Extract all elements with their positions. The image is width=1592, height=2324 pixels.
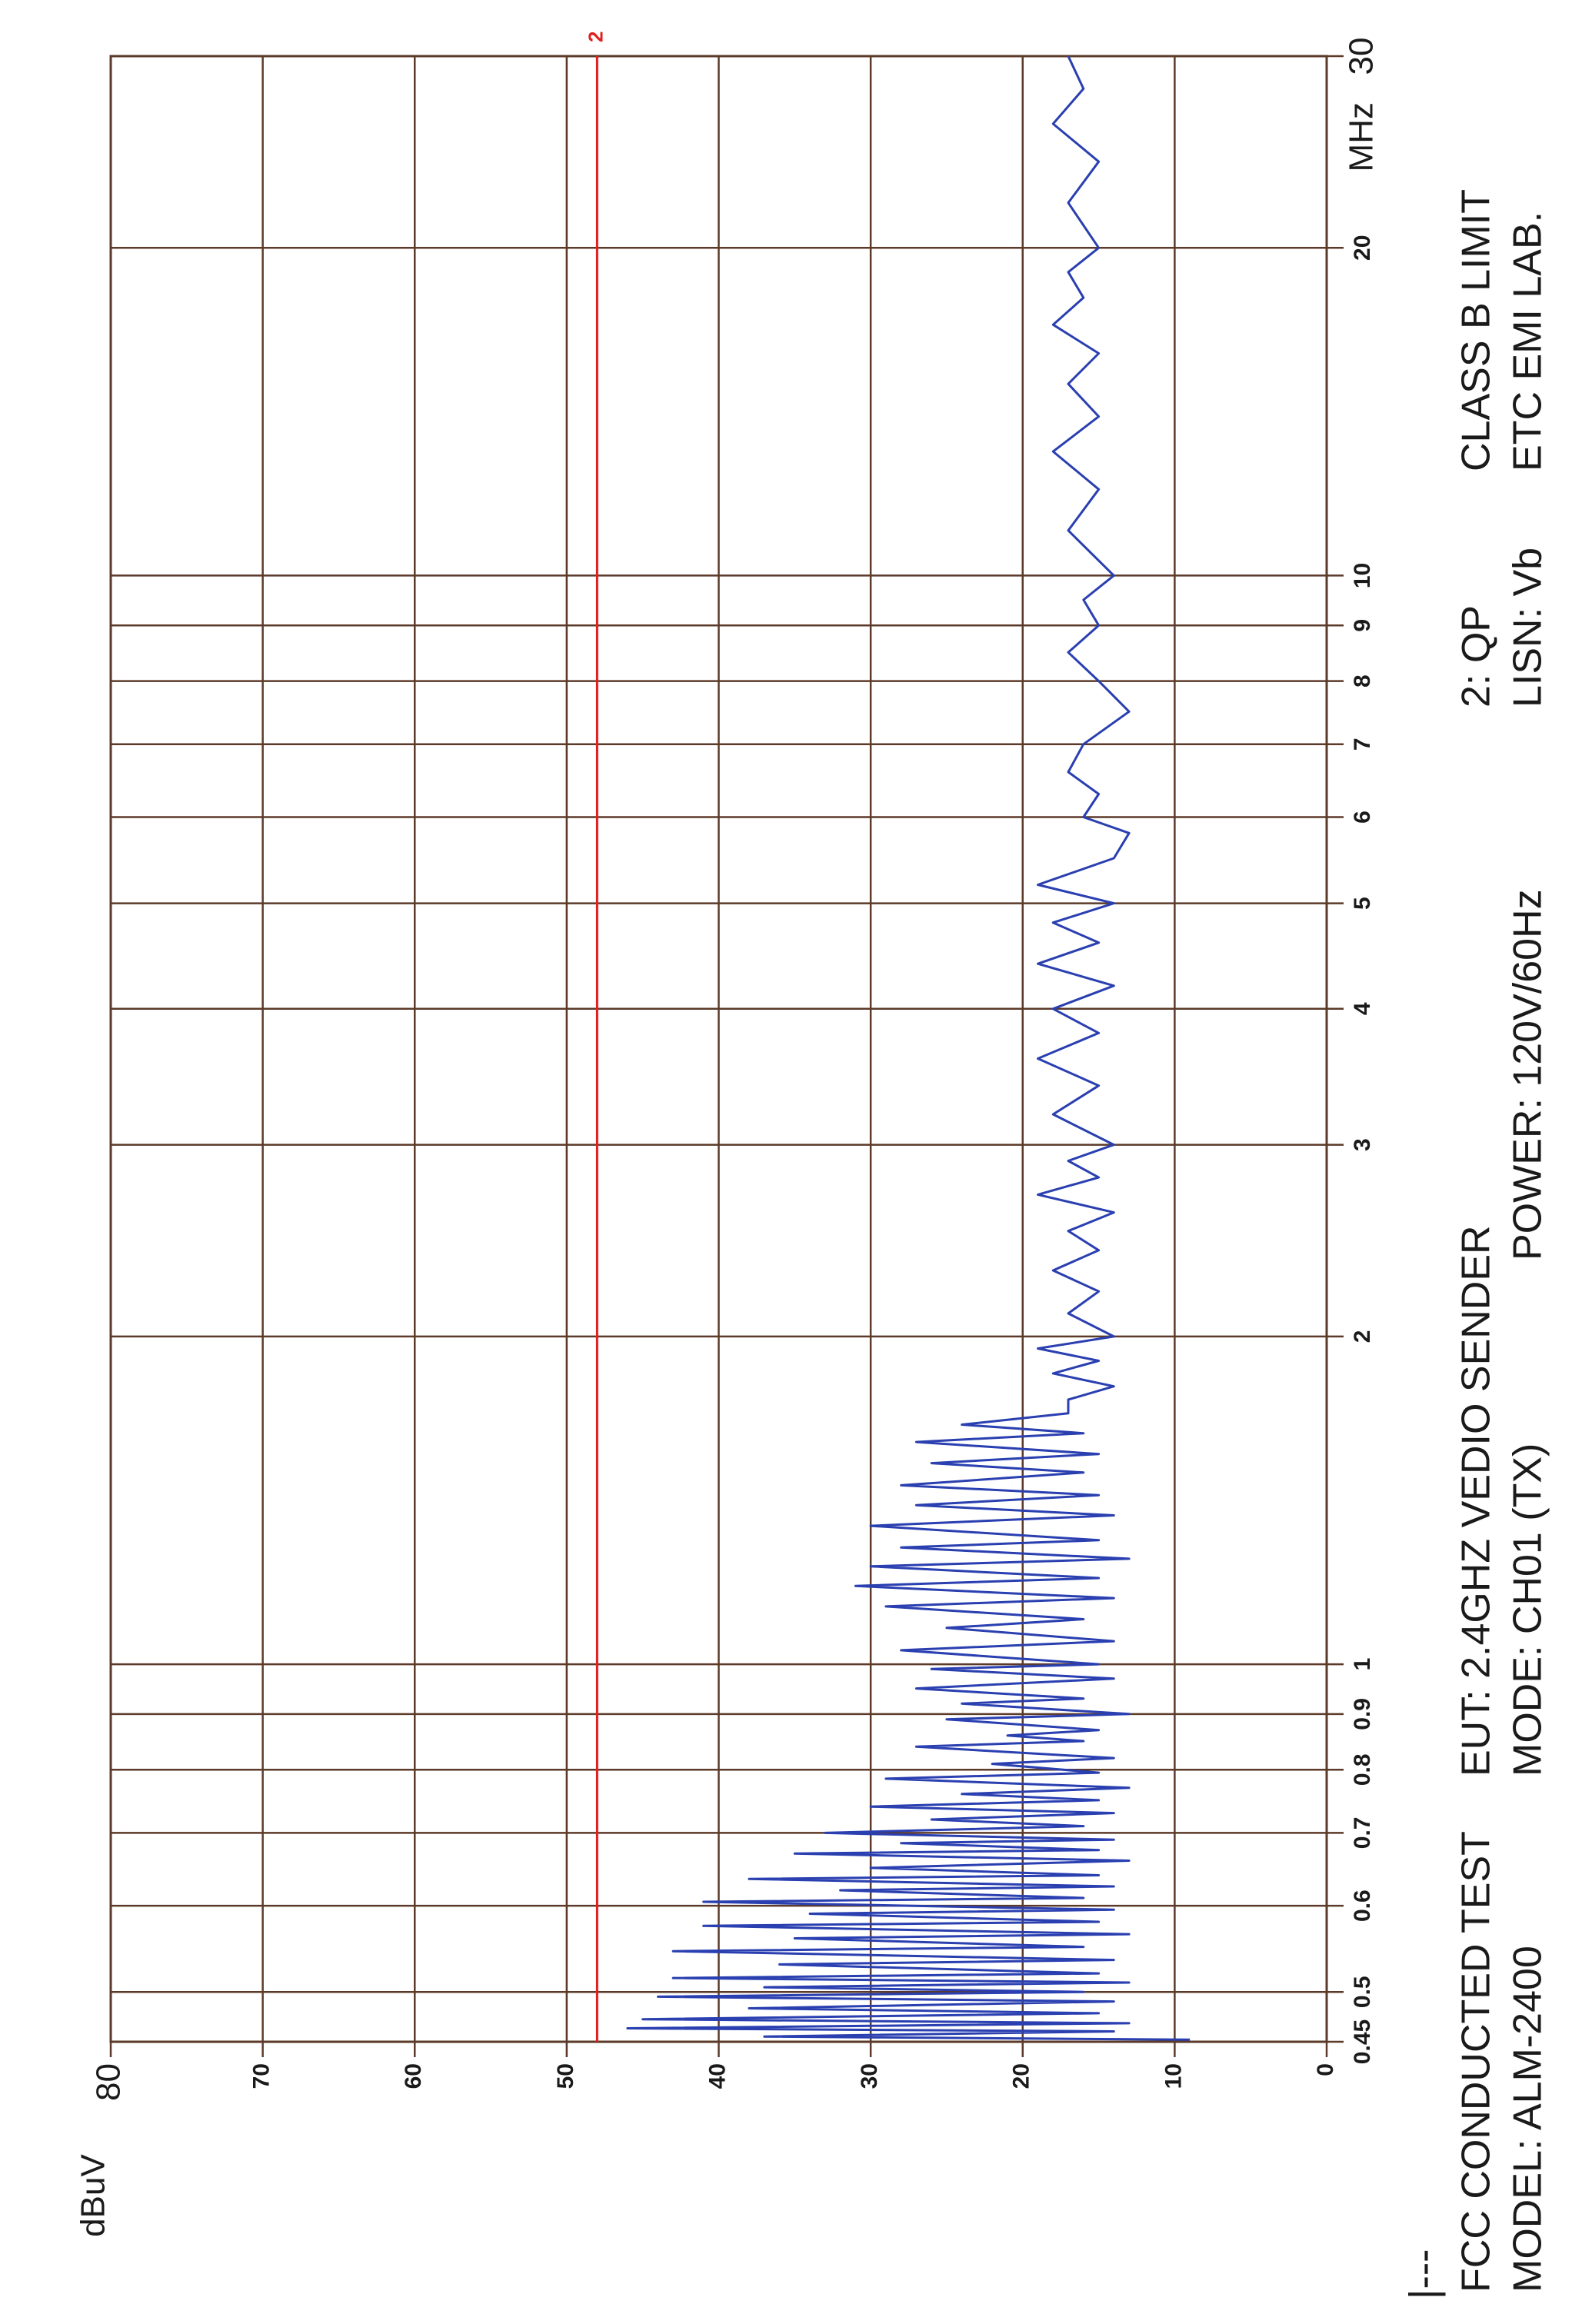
y-tick-label: 30 — [857, 2063, 882, 2089]
x-tick-label: 30 — [1343, 38, 1381, 75]
info-text: ETC EMI LAB. — [1506, 211, 1550, 471]
x-tick-label: 8 — [1350, 674, 1375, 688]
y-axis-label: dBuV — [75, 2154, 112, 2237]
info-text: MODE: CH01 (TX) — [1506, 1443, 1550, 1776]
info-text: CLASS B LIMIT — [1454, 189, 1499, 471]
info-text: POWER: 120V/60Hz — [1506, 889, 1550, 1260]
x-tick-label: 1 — [1350, 1658, 1375, 1671]
y-tick-label: 70 — [249, 2063, 275, 2089]
y-tick-label: 80 — [90, 2063, 128, 2101]
x-tick-label: 20 — [1350, 235, 1375, 261]
y-tick-label: 20 — [1009, 2063, 1034, 2089]
x-axis-label: MHz — [1343, 102, 1381, 171]
x-tick-label: 0.7 — [1350, 1816, 1375, 1849]
y-tick-label: 40 — [704, 2063, 730, 2089]
x-tick-label: 0.45 — [1350, 2019, 1375, 2064]
plot-border — [109, 55, 1328, 2043]
limit-label: 2 — [584, 32, 607, 42]
x-tick-label: 0.5 — [1350, 1976, 1375, 2008]
x-tick-label: 5 — [1350, 897, 1375, 910]
x-tick-label: 10 — [1350, 563, 1375, 588]
y-tick-label: 60 — [401, 2063, 426, 2089]
trace-line — [626, 55, 1191, 2041]
info-text: 2: QP — [1454, 605, 1499, 708]
x-tick-label: 7 — [1350, 737, 1375, 751]
x-tick-label: 0.8 — [1350, 1753, 1375, 1786]
info-text: MODEL: ALM-2400 — [1506, 1946, 1550, 2292]
x-tick-label: 0.9 — [1350, 1698, 1375, 1730]
legend-mark: |--- — [1402, 2249, 1447, 2299]
x-tick-label: 0.6 — [1350, 1889, 1375, 1922]
x-tick-label: 3 — [1350, 1138, 1375, 1151]
x-tick-label: 4 — [1350, 1002, 1375, 1015]
info-text: EUT: 2.4GHZ VEDIO SENDER — [1454, 1225, 1499, 1776]
info-text: LISN: Vb — [1506, 548, 1550, 708]
y-tick-label: 0 — [1313, 2063, 1338, 2076]
x-tick-label: 9 — [1350, 619, 1375, 632]
plot-area: 0 10 20 30 40 50 60 70 80 0.45 0.5 0.6 0.7 0.8 0.9 1 2 3 4… — [75, 32, 1550, 2299]
y-tick-label: 50 — [553, 2063, 578, 2089]
x-tick-label: 2 — [1350, 1330, 1375, 1343]
x-tick-label: 6 — [1350, 811, 1375, 824]
y-tick-label: 10 — [1161, 2063, 1186, 2089]
info-text: FCC CONDUCTED TEST — [1454, 1831, 1499, 2292]
